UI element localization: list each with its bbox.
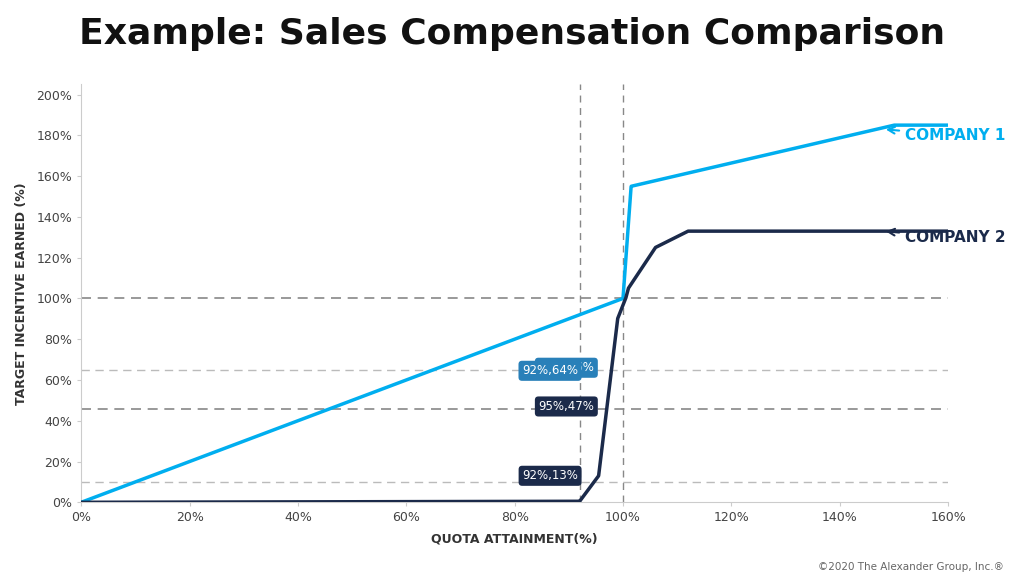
Text: 92%,64%: 92%,64%	[522, 364, 578, 377]
Y-axis label: TARGET INCENTIVE EARNED (%): TARGET INCENTIVE EARNED (%)	[15, 182, 28, 405]
X-axis label: QUOTA ATTAINMENT(%): QUOTA ATTAINMENT(%)	[431, 533, 598, 546]
Text: 95%,47%: 95%,47%	[539, 400, 594, 413]
Text: 95%,66%: 95%,66%	[539, 361, 594, 374]
Text: Example: Sales Compensation Comparison: Example: Sales Compensation Comparison	[79, 17, 945, 51]
Text: COMPANY 2: COMPANY 2	[888, 229, 1006, 244]
Text: ©2020 The Alexander Group, Inc.®: ©2020 The Alexander Group, Inc.®	[817, 562, 1004, 572]
Text: COMPANY 1: COMPANY 1	[888, 127, 1006, 143]
Text: 92%,13%: 92%,13%	[522, 469, 578, 482]
